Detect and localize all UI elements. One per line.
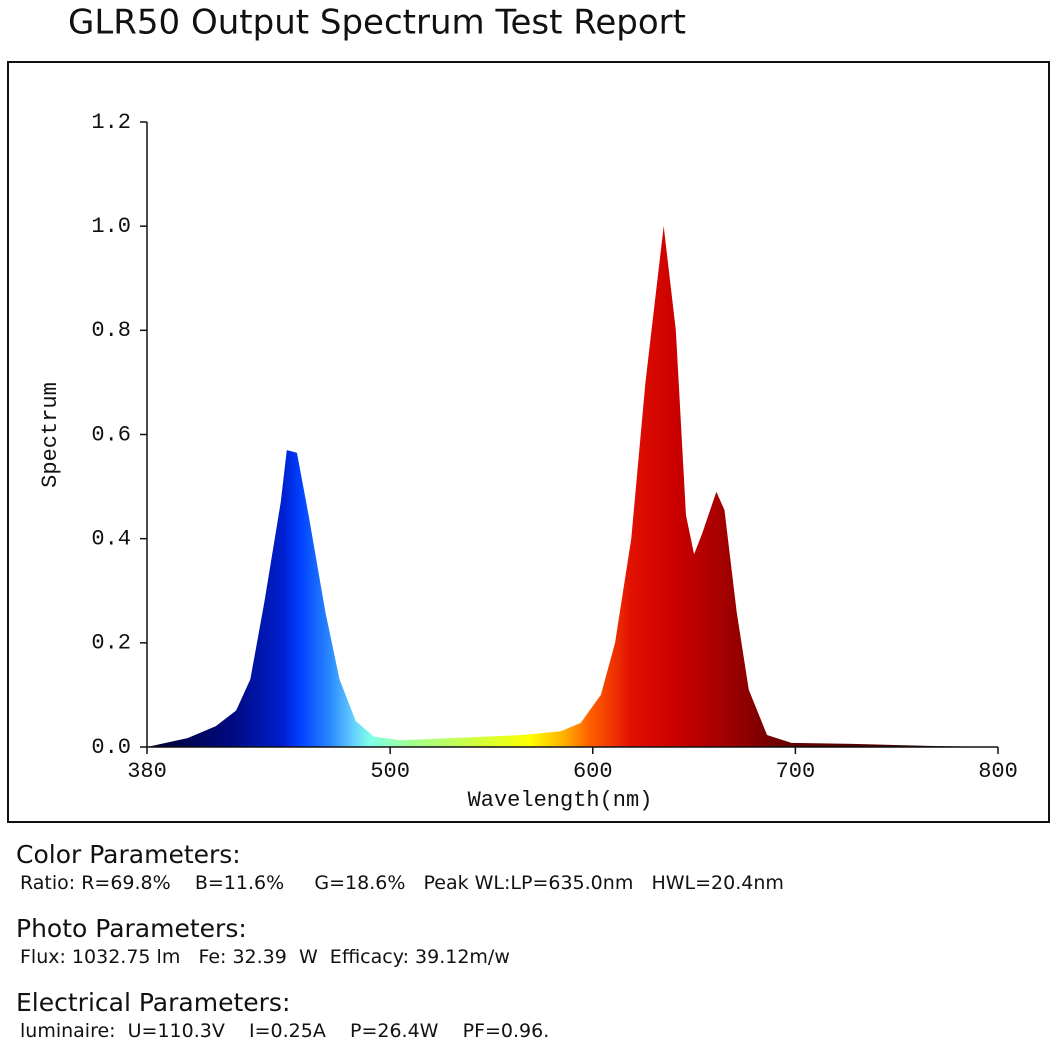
y-tick-label: 0.2 bbox=[91, 631, 131, 656]
parameter-group: Electrical Parameters: luminaire: U=110.3… bbox=[16, 988, 784, 1044]
y-tick-label: 1.2 bbox=[91, 110, 131, 135]
parameter-heading: Electrical Parameters: bbox=[16, 988, 291, 1017]
x-tick-label: 700 bbox=[776, 759, 816, 784]
y-tick-label: 1.0 bbox=[91, 214, 131, 239]
y-tick-label: 0.8 bbox=[91, 318, 131, 343]
frame bbox=[7, 61, 1050, 823]
spectrum-area bbox=[147, 226, 998, 747]
parameter-heading: Photo Parameters: bbox=[16, 914, 247, 943]
x-tick-label: 600 bbox=[573, 759, 613, 784]
y-axis-label: Spectrum bbox=[38, 382, 63, 488]
parameter-line: Flux: 1032.75 lm Fe: 32.39 W Efficacy: 3… bbox=[20, 946, 510, 968]
parameter-heading: Color Parameters: bbox=[16, 840, 241, 869]
x-tick-label: 500 bbox=[370, 759, 410, 784]
x-axis-label: Wavelength(nm) bbox=[468, 788, 653, 813]
parameters: Color Parameters: Ratio: R=69.8% B=11.6% … bbox=[16, 840, 784, 1060]
x-tick-label: 800 bbox=[978, 759, 1018, 784]
parameter-line: luminaire: U=110.3V I=0.25A P=26.4W PF=0… bbox=[20, 1020, 550, 1042]
parameter-group: Color Parameters: Ratio: R=69.8% B=11.6% … bbox=[16, 840, 784, 896]
chart: GLR50 Output Spectrum Test Report Wavele… bbox=[7, 3, 1050, 823]
y-tick-label: 0.6 bbox=[91, 422, 131, 447]
parameter-group: Photo Parameters: Flux: 1032.75 lm Fe: 32… bbox=[16, 914, 784, 970]
x-tick-label: 380 bbox=[127, 759, 167, 784]
y-tick-label: 0.4 bbox=[91, 526, 131, 551]
chart-title: GLR50 Output Spectrum Test Report bbox=[68, 3, 686, 43]
parameter-line: Ratio: R=69.8% B=11.6% G=18.6% Peak WL:L… bbox=[20, 872, 784, 894]
y-tick-label: 0.0 bbox=[91, 735, 131, 760]
